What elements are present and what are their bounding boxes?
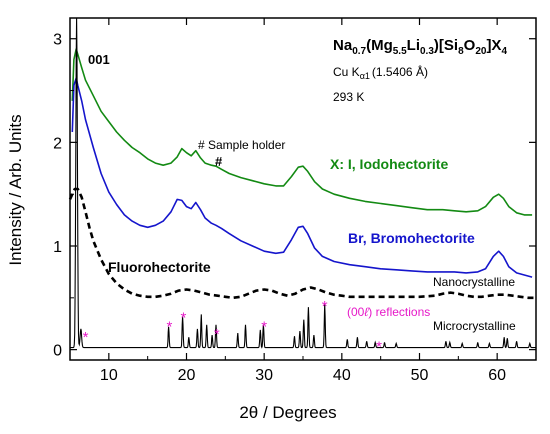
bromo-label: Br, Bromohectorite <box>348 230 475 246</box>
iodo-label: X: I, Iodohectorite <box>330 156 448 172</box>
series-microcrystalline <box>70 17 536 349</box>
plot-frame <box>69 17 537 361</box>
sample-holder-label: # Sample holder <box>198 138 285 152</box>
reflection-star-3: * <box>180 309 186 326</box>
y-tick-label-0: 0 <box>53 343 62 360</box>
series-fluorohectorite <box>68 187 536 300</box>
x-tick-label-10: 10 <box>100 367 118 384</box>
reflection-star-2: * <box>166 319 172 336</box>
reflection-star-4: * <box>214 326 220 343</box>
axis-ticks: 10 20 30 40 50 60 0 1 2 3 <box>53 18 536 384</box>
plot-area: * * * * * * * 10 20 30 40 50 60 0 1 2 3 <box>53 17 537 384</box>
reflections-label: (00ℓ) reflections <box>347 305 430 319</box>
nano-label: Nanocrystalline <box>433 275 515 289</box>
peak-001-label: 001 <box>88 52 110 67</box>
y-axis-label: Intensity / Arb. Units <box>6 114 25 265</box>
chart-title: Na0.7(Mg5.5Li0.3)[Si8O20]X4 <box>333 37 507 57</box>
x-tick-label-50: 50 <box>411 367 429 384</box>
series-br-bromohectorite <box>71 77 533 278</box>
star-markers: * * * * * * * <box>83 298 383 355</box>
x-tick-label-60: 60 <box>488 367 506 384</box>
x-tick-label-30: 30 <box>255 367 273 384</box>
reflection-star-1: * <box>83 329 89 346</box>
fluoro-label: Fluorohectorite <box>108 259 211 275</box>
reflection-star-7: * <box>376 338 382 355</box>
x-tick-label-40: 40 <box>333 367 351 384</box>
reflection-star-6: * <box>322 298 328 315</box>
y-tick-label-1: 1 <box>53 239 62 256</box>
micro-label: Microcrystalline <box>433 319 516 333</box>
chart-subtitle: Cu Kα1 (1.5406 Å) <box>333 64 428 81</box>
reflection-star-5: * <box>261 319 267 336</box>
series-x-i-iodohectorite <box>71 48 533 216</box>
x-axis-label: 2θ / Degrees <box>239 403 336 422</box>
x-tick-label-20: 20 <box>178 367 196 384</box>
sample-holder-hash: # <box>215 154 223 169</box>
temperature-label: 293 K <box>333 90 364 104</box>
y-tick-label-3: 3 <box>53 32 62 49</box>
series-layer <box>68 17 536 349</box>
y-tick-label-2: 2 <box>53 135 62 152</box>
